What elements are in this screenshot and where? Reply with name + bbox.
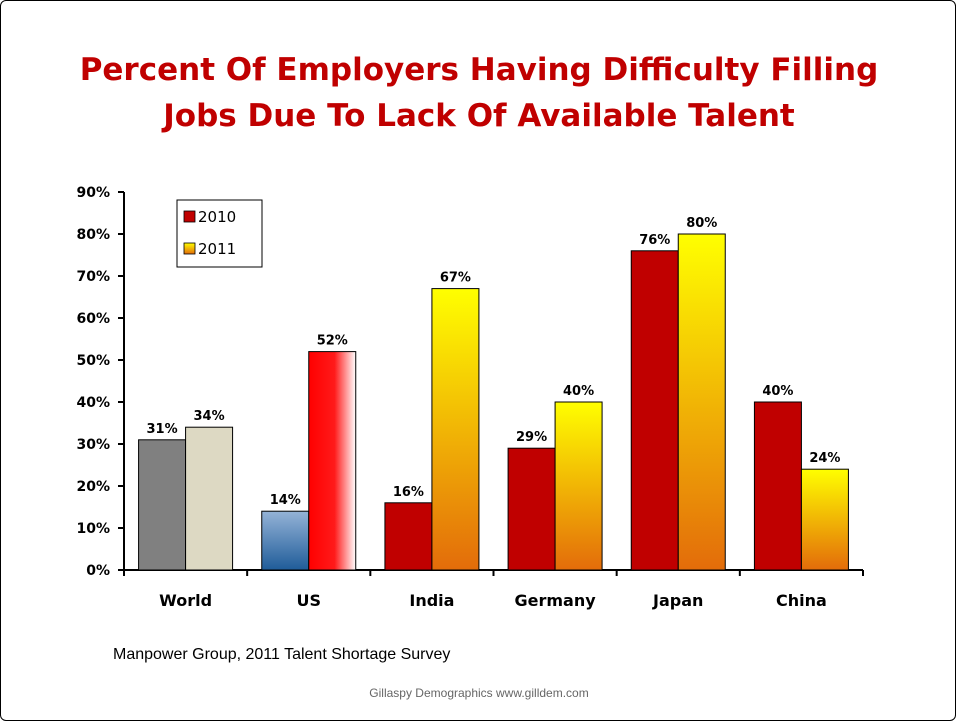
data-label-world-2011: 34% — [194, 409, 225, 424]
data-label-world-2010: 31% — [147, 422, 178, 437]
data-label-us-2010: 14% — [270, 493, 301, 508]
chart-bars — [138, 233, 849, 571]
category-label-japan: Japan — [652, 591, 703, 610]
bar-china-2011 — [800, 468, 849, 571]
legend-swatch-2011 — [183, 242, 196, 255]
bar-china-2010 — [753, 401, 802, 571]
data-label-germany-2011: 40% — [563, 384, 594, 399]
data-label-japan-2010: 76% — [639, 233, 670, 248]
source-note: Manpower Group, 2011 Talent Shortage Sur… — [113, 646, 451, 663]
bar-india-2011 — [431, 288, 480, 571]
data-label-china-2010: 40% — [762, 384, 793, 399]
bar-world-2010 — [138, 439, 187, 571]
chart-labels: 31% 34% World 14% 52% US 16% 67% India 29% 40% Germ… — [147, 216, 841, 610]
y-tick-label: 90% — [76, 185, 110, 201]
legend-label-2010: 2010 — [198, 208, 236, 226]
title-line-2: Jobs Due To Lack Of Available Talent — [163, 98, 795, 134]
data-label-japan-2011: 80% — [686, 216, 717, 231]
legend-swatch-2010 — [183, 210, 196, 223]
y-tick-label: 40% — [76, 395, 110, 411]
y-tick-label: 20% — [76, 479, 110, 495]
bar-us-2010 — [261, 510, 310, 571]
y-tick-label: 0% — [86, 563, 110, 579]
data-label-germany-2010: 29% — [516, 430, 547, 445]
category-label-germany: Germany — [514, 591, 596, 610]
category-label-us: US — [296, 591, 321, 610]
y-tick-label: 30% — [76, 437, 110, 453]
y-tick-label: 50% — [76, 353, 110, 369]
data-label-china-2011: 24% — [809, 451, 840, 466]
chart-axes: 0% 10% 20% 30% 40% 50% 60% 70% 80% 90% — [76, 185, 864, 579]
chart-legend: 2010 2011 — [176, 199, 263, 268]
bar-germany-2010 — [507, 447, 556, 571]
bar-world-2011 — [185, 426, 234, 571]
category-label-world: World — [159, 591, 212, 610]
y-tick-label: 70% — [76, 269, 110, 285]
y-tick-label: 80% — [76, 227, 110, 243]
credit-footer: Gillaspy Demographics www.gilldem.com — [369, 686, 589, 700]
legend-label-2011: 2011 — [198, 240, 236, 258]
category-label-china: China — [776, 591, 827, 610]
data-label-india-2011: 67% — [440, 271, 471, 286]
data-label-us-2011: 52% — [317, 334, 348, 349]
bar-japan-2010 — [630, 250, 679, 571]
bar-japan-2011 — [677, 233, 726, 571]
y-tick-label: 60% — [76, 311, 110, 327]
y-tick-label: 10% — [76, 521, 110, 537]
title-line-1: Percent Of Employers Having Difficulty F… — [79, 52, 879, 88]
category-label-india: India — [409, 591, 454, 610]
chart-title: Percent Of Employers Having Difficulty F… — [1, 47, 955, 139]
bar-us-2011 — [308, 351, 357, 571]
bar-india-2010 — [384, 502, 433, 571]
data-label-india-2010: 16% — [393, 485, 424, 500]
bar-germany-2011 — [554, 401, 603, 571]
